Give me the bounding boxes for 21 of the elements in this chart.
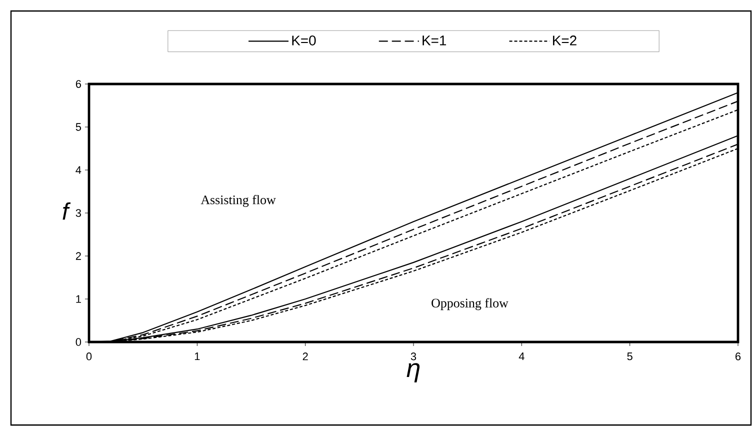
- y-tick-label: 2: [76, 252, 81, 260]
- y-tick-label: 1: [76, 295, 81, 303]
- x-tick-label: 3: [410, 352, 416, 360]
- x-tick-label: 2: [302, 352, 308, 360]
- legend-label: K=0: [292, 36, 316, 46]
- x-tick-label: 1: [194, 352, 200, 360]
- y-tick-label: 3: [76, 209, 81, 217]
- y-tick-label: 6: [76, 80, 81, 88]
- x-axis-title: η: [406, 363, 420, 382]
- x-tick-label: 6: [736, 352, 741, 360]
- y-tick-label: 4: [76, 166, 82, 174]
- annotation: Opposing flow: [432, 298, 508, 310]
- y-axis-title: f: [62, 202, 71, 220]
- x-tick-label: 0: [86, 352, 92, 360]
- legend-label: K=1: [422, 36, 446, 46]
- y-tick-label: 0: [76, 338, 82, 346]
- x-tick-label: 4: [518, 352, 524, 360]
- annotation: Assisting flow: [200, 194, 276, 207]
- x-tick-label: 5: [627, 352, 632, 360]
- y-tick-label: 5: [76, 123, 82, 131]
- legend-label: K=2: [553, 36, 576, 46]
